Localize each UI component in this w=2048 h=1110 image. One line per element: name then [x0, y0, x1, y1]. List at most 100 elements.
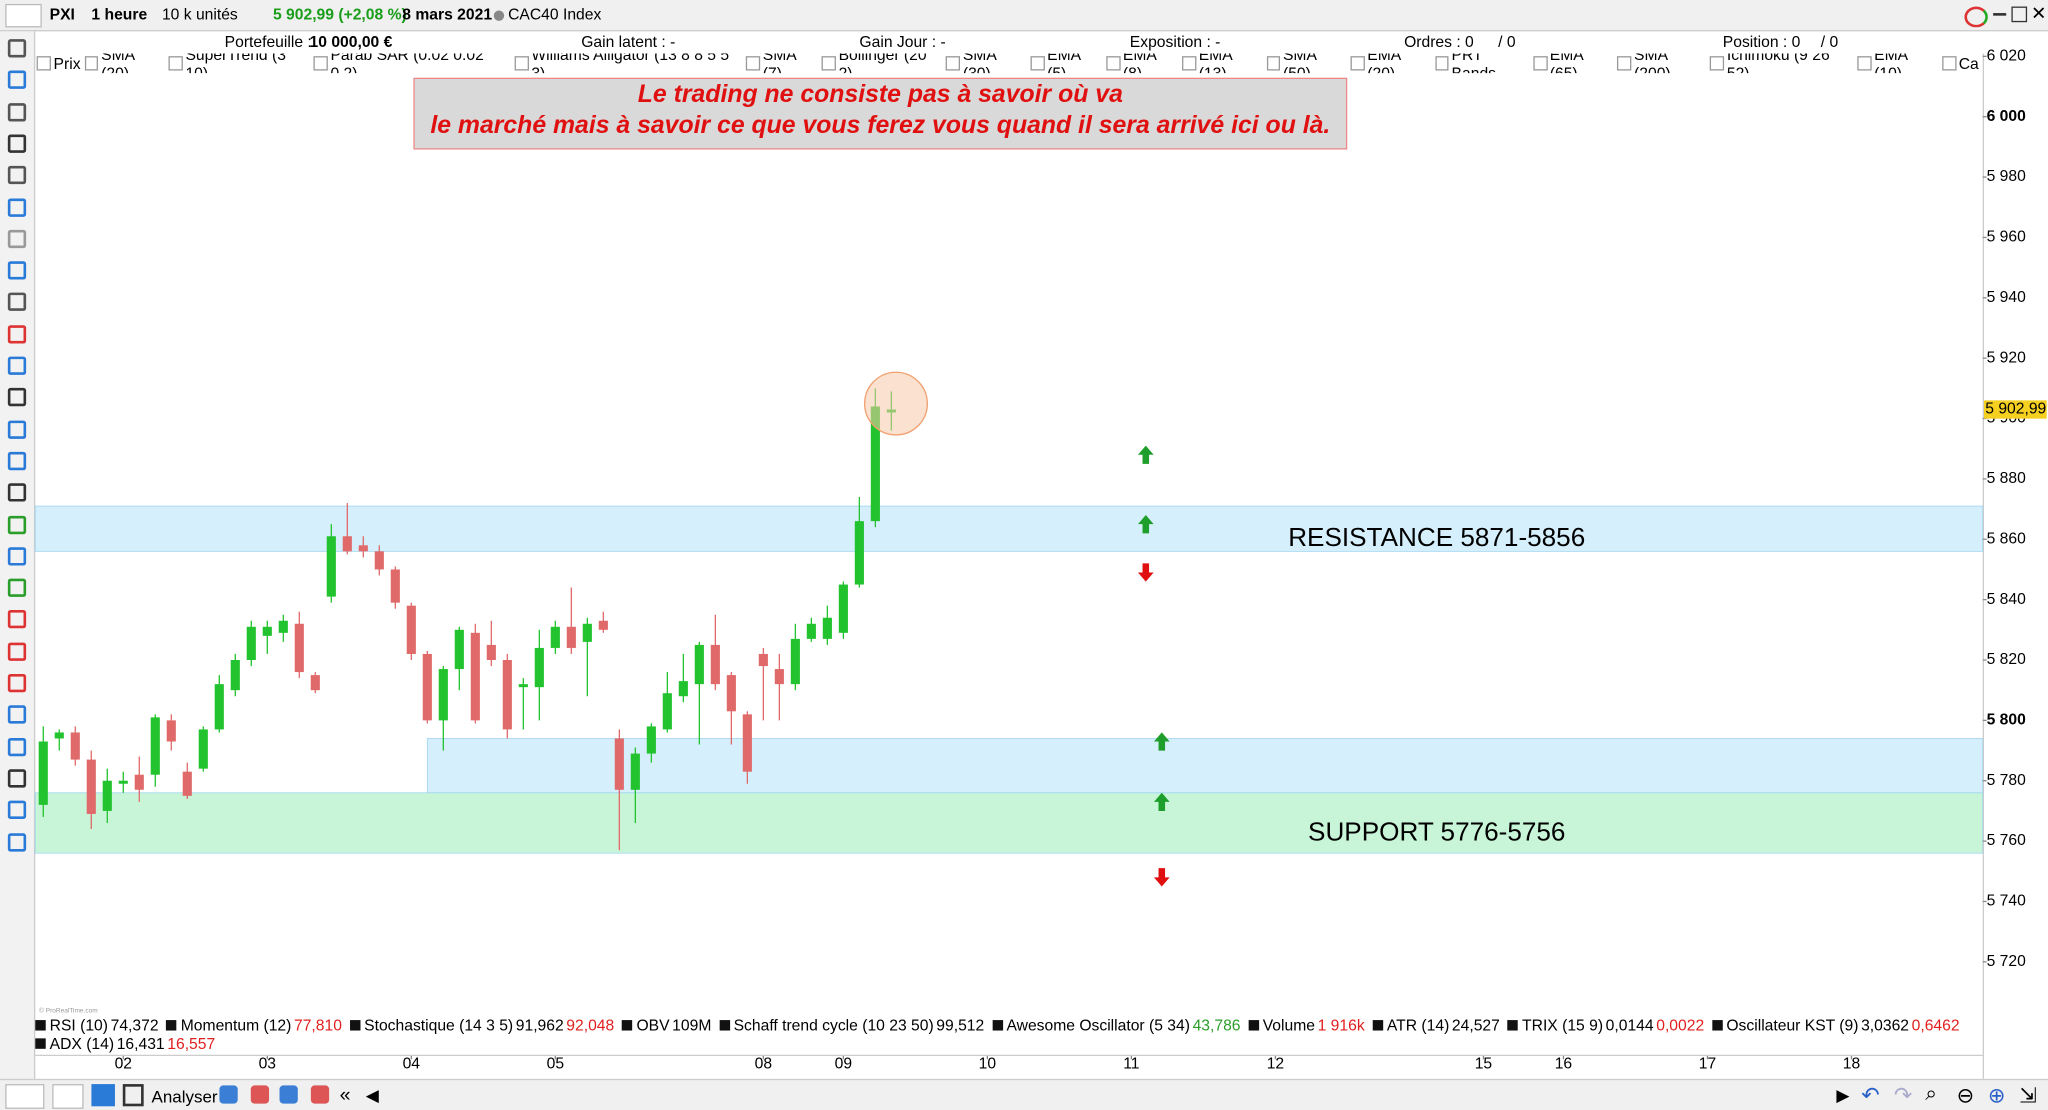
tool-icon[interactable] — [7, 293, 27, 312]
indicator-toggle[interactable]: Ca — [1941, 54, 1979, 74]
layout-button[interactable] — [122, 1084, 144, 1107]
symbol[interactable]: PXI — [49, 5, 75, 24]
indicator-toggle[interactable]: SMA (30) — [946, 54, 1026, 73]
analyse-button[interactable]: Analyser — [151, 1086, 218, 1107]
indicator[interactable]: RSI (10) 74,372 — [35, 1016, 161, 1034]
indicator[interactable]: OBV 109M — [622, 1016, 714, 1034]
indicator-toggle[interactable]: PRT Bands — [1434, 54, 1529, 73]
scroll-left[interactable]: ◀ — [365, 1085, 379, 1105]
tool-icon[interactable] — [7, 388, 27, 407]
zoom-in[interactable]: ⊕ — [1987, 1085, 2006, 1108]
tool[interactable] — [310, 1085, 330, 1104]
tool-icon[interactable] — [7, 737, 27, 756]
scroll-right[interactable]: ▶ — [1836, 1085, 1850, 1105]
indicator-toggle[interactable]: EMA (8) — [1106, 54, 1178, 73]
units[interactable]: 10 k unités — [161, 5, 238, 24]
checkbox[interactable] — [84, 56, 99, 71]
period[interactable]: 1 heure — [91, 5, 148, 24]
checkbox[interactable] — [168, 56, 183, 71]
indicator-toggle[interactable]: Prix — [36, 54, 81, 74]
zoom-out[interactable]: ⊖ — [1956, 1085, 1975, 1108]
indicator-toggle[interactable]: Ichimoku (9 26 52) — [1710, 54, 1853, 73]
checkbox[interactable] — [1106, 56, 1121, 71]
checkbox[interactable] — [1857, 56, 1872, 71]
tool-icon[interactable] — [7, 610, 27, 629]
indicator-toggle[interactable]: Williams Alligator (13 8 8 5 5 3) — [514, 54, 743, 73]
indicator[interactable]: Schaff trend cycle (10 23 50) 99,512 — [719, 1016, 987, 1034]
checkbox[interactable] — [1350, 56, 1365, 71]
indicator-toggle[interactable]: SMA (50) — [1266, 54, 1346, 73]
tool-icon[interactable] — [7, 546, 27, 566]
indicator[interactable]: ATR (14) 24,527 — [1372, 1016, 1503, 1034]
indicator-toggle[interactable]: SMA (200) — [1617, 54, 1706, 73]
tool-icon[interactable] — [7, 451, 27, 471]
tool-icon[interactable] — [7, 134, 27, 153]
indicator-toggle[interactable]: Bollinger (20 2) — [821, 54, 942, 73]
checkbox[interactable] — [746, 56, 761, 71]
checkbox[interactable] — [1434, 56, 1449, 71]
tool[interactable] — [279, 1085, 298, 1104]
tool[interactable] — [250, 1085, 270, 1104]
indicator-toggle[interactable]: SuperTrend (3 10) — [168, 54, 310, 73]
checkbox[interactable] — [1617, 56, 1632, 71]
indicator[interactable]: Momentum (12) 77,810 — [166, 1016, 344, 1034]
indicator-toggle[interactable]: SMA (7) — [746, 54, 818, 73]
redo[interactable]: ↷ — [1893, 1082, 1913, 1108]
tool-icon[interactable] — [7, 769, 27, 788]
checkbox[interactable] — [1266, 56, 1281, 71]
checkbox[interactable] — [946, 56, 961, 71]
tool-icon[interactable] — [7, 39, 27, 58]
tool[interactable] — [219, 1085, 238, 1104]
maximize[interactable] — [2011, 6, 2028, 23]
indicator-toggle[interactable]: EMA (13) — [1181, 54, 1262, 73]
tool-icon[interactable] — [7, 166, 27, 185]
tool-icon[interactable] — [7, 420, 27, 439]
checkbox[interactable] — [1181, 56, 1197, 71]
checkbox[interactable] — [514, 56, 529, 71]
tool-icon[interactable] — [7, 832, 27, 851]
tool-icon[interactable] — [7, 673, 27, 693]
tool-icon[interactable] — [7, 70, 27, 90]
tool-icon[interactable] — [7, 642, 27, 661]
indicator[interactable]: Awesome Oscillator (5 34) 43,786 — [992, 1016, 1243, 1034]
indicator-toggle[interactable]: EMA (5) — [1030, 54, 1102, 73]
indicator[interactable]: Volume 1 916k — [1248, 1016, 1367, 1034]
checkbox[interactable] — [36, 56, 51, 71]
tool-icon[interactable] — [7, 515, 27, 534]
indicator-button[interactable] — [52, 1084, 84, 1109]
indicator-toggle[interactable]: Parab SAR (0.02 0.02 0.2) — [313, 54, 511, 73]
indicator[interactable]: ADX (14) 16,431 16,557 — [35, 1034, 218, 1053]
indicator[interactable]: TRIX (15 9) 0,0144 0,0022 — [1507, 1016, 1707, 1034]
tool-icon[interactable] — [7, 578, 27, 598]
checkbox[interactable] — [1533, 56, 1548, 71]
tool-icon[interactable] — [7, 483, 27, 502]
checkbox[interactable] — [1941, 56, 1957, 71]
fit[interactable]: ⇲ — [2019, 1085, 2037, 1108]
tool-icon[interactable] — [7, 356, 27, 375]
refresh[interactable] — [1964, 6, 1988, 28]
tool-icon[interactable] — [7, 197, 27, 217]
checkbox[interactable] — [1030, 56, 1045, 71]
tool-icon[interactable] — [7, 324, 27, 344]
indicator[interactable]: Oscillateur KST (9) 3,0362 0,6462 — [1711, 1016, 1962, 1034]
undo[interactable]: ↶ — [1861, 1082, 1880, 1108]
tool-icon[interactable] — [7, 229, 27, 248]
minimize[interactable] — [1993, 13, 2007, 16]
tool-icon[interactable] — [7, 261, 27, 280]
chart-icon[interactable] — [5, 3, 42, 28]
indicator[interactable]: Stochastique (14 3 5) 91,962 92,048 — [349, 1016, 617, 1034]
zoom[interactable]: ⌕ — [1925, 1082, 1937, 1105]
indicator-toggle[interactable]: SMA (20) — [84, 54, 164, 73]
collapse[interactable]: « — [339, 1084, 351, 1107]
checkbox[interactable] — [313, 56, 328, 71]
tool-icon[interactable] — [7, 705, 27, 724]
tool-icon[interactable] — [7, 800, 27, 820]
close[interactable]: ✕ — [2031, 2, 2047, 24]
share-button[interactable] — [91, 1084, 115, 1107]
indicator-toggle[interactable]: EMA (10) — [1857, 54, 1937, 73]
checkbox[interactable] — [1710, 56, 1725, 71]
tool-icon[interactable] — [7, 102, 27, 121]
style-button[interactable] — [5, 1084, 45, 1109]
indicator-toggle[interactable]: EMA (65) — [1533, 54, 1613, 73]
indicator-toggle[interactable]: EMA (20) — [1350, 54, 1431, 73]
